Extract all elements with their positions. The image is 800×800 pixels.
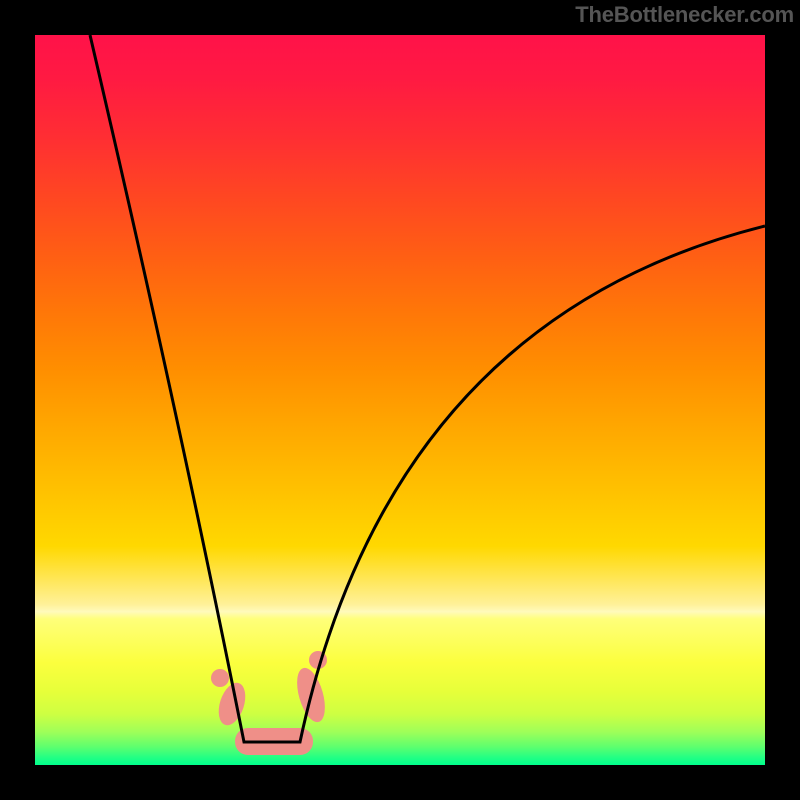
attribution-text: TheBottlenecker.com: [575, 2, 794, 28]
left-marker: [211, 669, 229, 687]
chart-container: TheBottlenecker.com: [0, 0, 800, 800]
chart-svg: [0, 0, 800, 800]
plot-background: [35, 35, 765, 765]
